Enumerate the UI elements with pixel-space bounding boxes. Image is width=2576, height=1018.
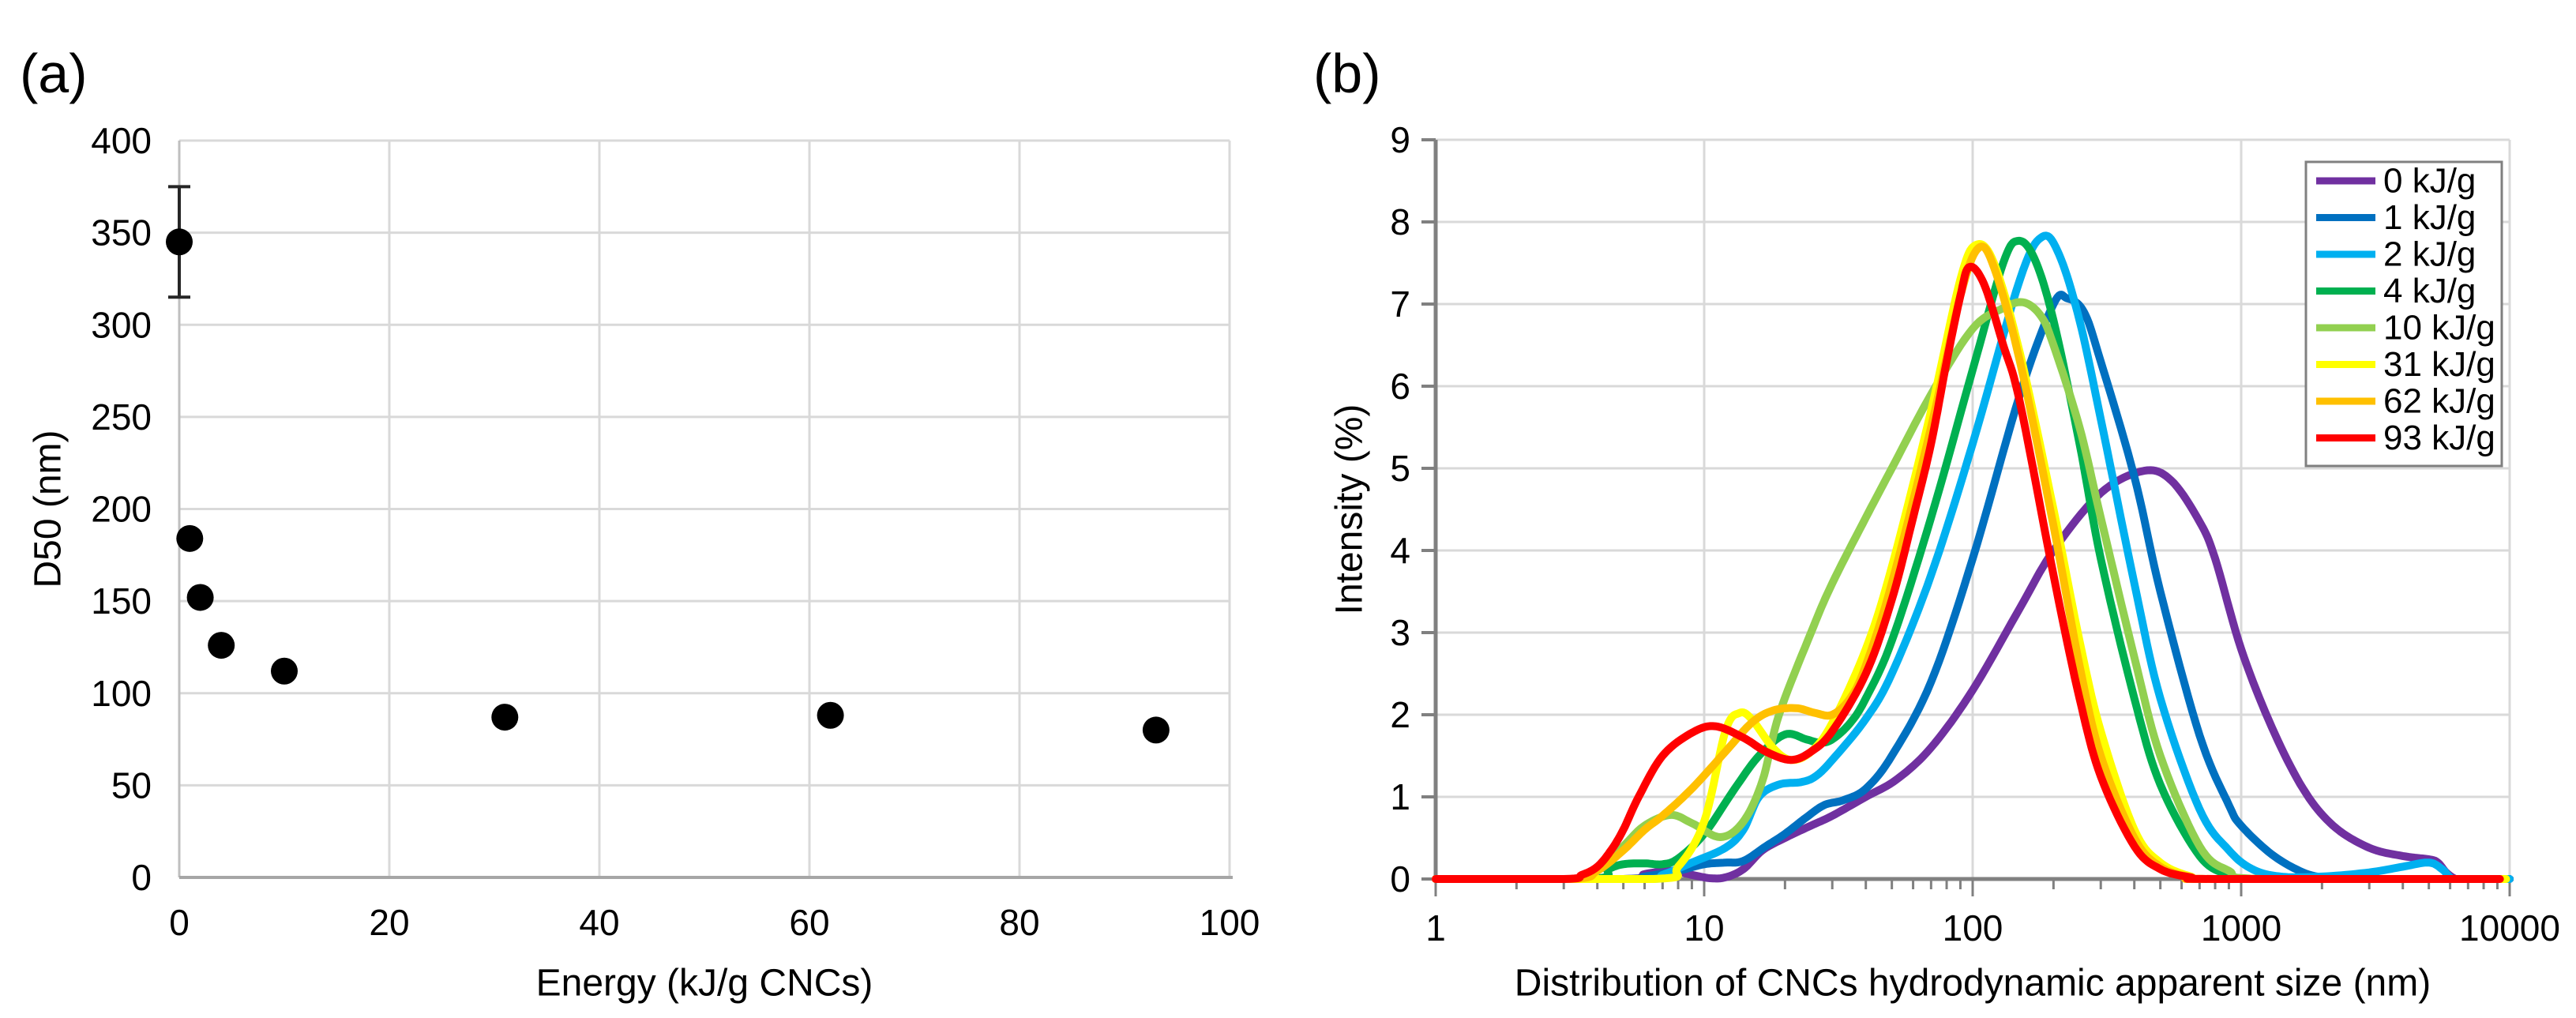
legend-item: 2 kJ/g bbox=[2316, 235, 2476, 274]
legend-label: 62 kJ/g bbox=[2383, 382, 2495, 421]
legend-label: 31 kJ/g bbox=[2383, 345, 2495, 384]
legend-label: 93 kJ/g bbox=[2383, 419, 2495, 457]
data-point bbox=[817, 701, 844, 729]
series-line-1-kj-g bbox=[1432, 291, 2514, 883]
series-line-4-kj-g bbox=[1432, 236, 2508, 883]
data-point bbox=[176, 524, 204, 552]
y-axis-tick-label: 200 bbox=[91, 489, 152, 530]
x-axis-tick-label: 60 bbox=[789, 902, 829, 943]
data-point bbox=[1142, 716, 1170, 744]
y-axis-tick-label: 1 bbox=[1390, 776, 1410, 817]
y-axis-tick-label: 0 bbox=[131, 857, 152, 898]
x-axis-title: Distribution of CNCs hydrodynamic appare… bbox=[1515, 963, 2431, 1005]
y-axis-tick-label: 300 bbox=[91, 304, 152, 345]
x-axis-tick-label: 40 bbox=[579, 902, 619, 943]
y-axis-title: D50 (nm) bbox=[28, 430, 69, 588]
legend-box bbox=[2304, 160, 2503, 468]
panel-label-a: (a) bbox=[20, 43, 88, 104]
y-axis-tick-label: 350 bbox=[91, 212, 152, 254]
plot-area-a: 0 50 100 150 200 250 300 350 400 0 20 40 60 80 100 bbox=[91, 120, 1260, 943]
y-axis-tick-label: 9 bbox=[1390, 119, 1410, 160]
legend-label: 1 kJ/g bbox=[2383, 198, 2476, 237]
data-point bbox=[491, 704, 519, 731]
y-axis-tick-label: 8 bbox=[1390, 201, 1410, 242]
y-axis-tick-label: 3 bbox=[1390, 612, 1410, 653]
x-axis-tick-label: 100 bbox=[1943, 907, 2003, 949]
data-point bbox=[186, 584, 214, 611]
series-line-93-kj-g bbox=[1432, 262, 2504, 883]
x-axis-tick-label: 10 bbox=[1684, 907, 1724, 949]
panel-a: 0 50 100 150 200 250 300 350 400 0 20 40 60 80 100 Ener… bbox=[20, 43, 1260, 1005]
y-axis-tick-label: 150 bbox=[91, 580, 152, 622]
legend-label: 0 kJ/g bbox=[2383, 162, 2476, 201]
y-axis-tick-label: 0 bbox=[1390, 858, 1410, 900]
y-axis-tick-label: 4 bbox=[1390, 530, 1410, 571]
y-axis-tick-label: 7 bbox=[1390, 284, 1410, 325]
legend-item: 93 kJ/g bbox=[2316, 419, 2495, 457]
x-axis-tick-label: 20 bbox=[369, 902, 409, 943]
y-axis-tick-label: 400 bbox=[91, 120, 152, 161]
x-axis-title: Energy (kJ/g CNCs) bbox=[536, 963, 873, 1005]
y-axis-tick-label: 6 bbox=[1390, 366, 1410, 407]
legend-item: 62 kJ/g bbox=[2316, 382, 2495, 421]
x-axis-tick-label: 1000 bbox=[2201, 907, 2281, 949]
data-point bbox=[208, 632, 235, 659]
panel-label-b: (b) bbox=[1313, 43, 1381, 104]
x-axis-tick-label: 80 bbox=[999, 902, 1039, 943]
legend-label: 4 kJ/g bbox=[2383, 272, 2476, 310]
legend: 0 kJ/g1 kJ/g2 kJ/g4 kJ/g10 kJ/g31 kJ/g62… bbox=[2304, 160, 2503, 468]
legend-item: 4 kJ/g bbox=[2316, 272, 2476, 310]
data-point bbox=[271, 657, 298, 685]
series-line-31-kj-g bbox=[1432, 240, 2510, 883]
y-axis-tick-label: 5 bbox=[1390, 448, 1410, 489]
series-line-0-kj-g bbox=[1432, 466, 2514, 883]
y-axis-title: Intensity (%) bbox=[1329, 404, 1371, 615]
legend-item: 0 kJ/g bbox=[2316, 162, 2476, 201]
y-axis-tick-label: 50 bbox=[111, 764, 152, 806]
legend-label: 2 kJ/g bbox=[2383, 235, 2476, 274]
data-point bbox=[166, 228, 193, 256]
y-axis-tick-label: 2 bbox=[1390, 694, 1410, 735]
panel-b: 0 1 2 3 4 5 6 7 8 9 1 10 100 1000 10000 Distribution of… bbox=[1288, 0, 2576, 1018]
x-axis-tick-label: 0 bbox=[169, 902, 190, 943]
legend-label: 10 kJ/g bbox=[2383, 309, 2495, 347]
legend-item: 31 kJ/g bbox=[2316, 345, 2495, 384]
x-axis-tick-label: 10000 bbox=[2459, 907, 2560, 949]
legend-item: 10 kJ/g bbox=[2316, 309, 2495, 347]
x-axis-tick-label: 1 bbox=[1425, 907, 1446, 949]
x-axis-tick-label: 100 bbox=[1200, 902, 1260, 943]
legend-item: 1 kJ/g bbox=[2316, 198, 2476, 237]
y-axis-tick-label: 250 bbox=[91, 396, 152, 438]
y-axis-tick-label: 100 bbox=[91, 673, 152, 714]
scatter-chart-d50-vs-energy: 0 50 100 150 200 250 300 350 400 0 20 40 60 80 100 Ener… bbox=[20, 43, 1260, 1005]
